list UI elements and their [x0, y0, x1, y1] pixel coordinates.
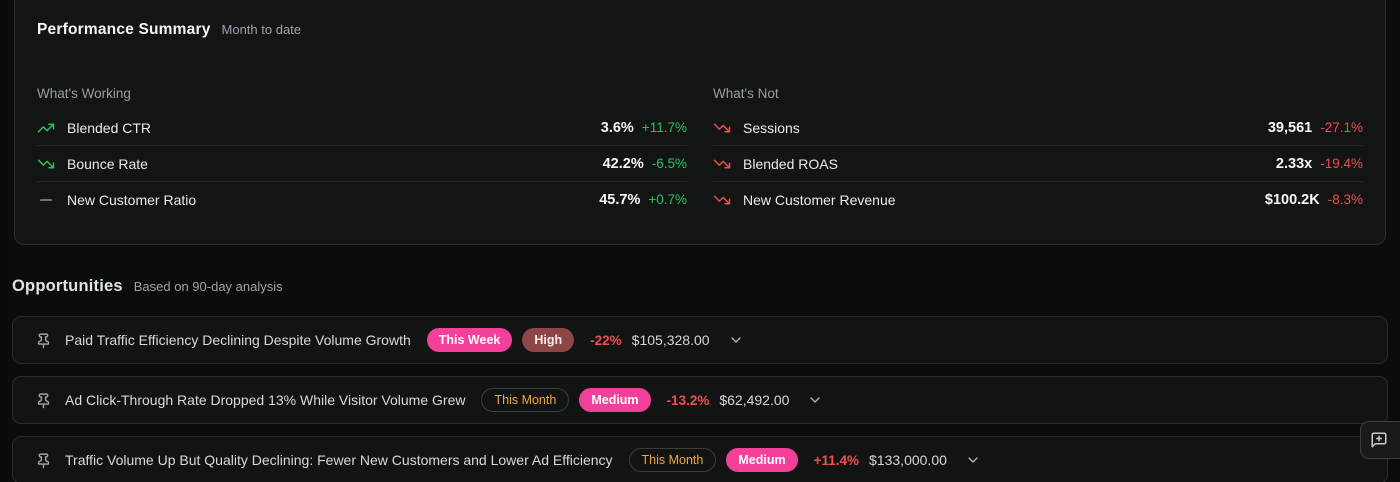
metric-delta: -19.4%: [1320, 155, 1363, 171]
priority-badge: High: [522, 328, 575, 352]
metric-delta: +0.7%: [648, 192, 687, 207]
metric-label: New Customer Revenue: [743, 192, 896, 208]
timeframe-badge: This Month: [628, 448, 717, 472]
column-heading: What's Working: [37, 86, 131, 101]
message-square-plus-icon: [1371, 432, 1387, 448]
trending-up-icon: [37, 123, 55, 132]
opportunity-delta: -13.2%: [666, 392, 710, 408]
metric-row: Blended CTR 3.6% +11.7%: [37, 110, 687, 146]
metric-value: $100.2K: [1264, 192, 1320, 208]
trending-down-icon: [713, 159, 731, 168]
metric-value: 42.2%: [602, 155, 644, 172]
metric-delta: -6.5%: [651, 155, 687, 171]
metric-value: 3.6%: [600, 119, 634, 136]
metric-label: Blended ROAS: [743, 155, 838, 172]
opportunity-delta: -22%: [590, 332, 622, 348]
chevron-down-icon[interactable]: [728, 332, 744, 348]
opportunities-list: Paid Traffic Efficiency Declining Despit…: [12, 316, 1388, 482]
timeframe-badge: This Month: [481, 388, 570, 412]
metric-value: 45.7%: [599, 192, 641, 208]
performance-summary-panel: Performance Summary Month to date What's…: [14, 0, 1386, 245]
metric-row: New Customer Revenue $100.2K -8.3%: [713, 182, 1363, 218]
opportunity-delta: +11.4%: [813, 452, 860, 468]
metrics-columns: What's Working Blended CTR 3.6% +11.7% Bounc…: [37, 86, 1363, 218]
trending-down-icon: [713, 123, 731, 132]
trending-down-icon: [713, 195, 731, 205]
pin-icon: [37, 392, 50, 408]
metric-row: Blended ROAS 2.33x -19.4%: [713, 146, 1363, 182]
column-heading: What's Not: [713, 86, 779, 101]
priority-badge: Medium: [726, 448, 798, 472]
opportunity-amount: $105,328.00: [631, 332, 710, 348]
chevron-down-icon[interactable]: [807, 392, 823, 408]
whats-not-column: What's Not Sessions 39,561 -27.1% Blended RO…: [713, 86, 1363, 218]
feedback-button[interactable]: [1360, 421, 1400, 459]
pin-icon: [37, 332, 50, 348]
chevron-down-icon[interactable]: [965, 452, 981, 468]
metric-delta: -8.3%: [1327, 192, 1363, 207]
opportunity-amount: $133,000.00: [869, 452, 947, 468]
opportunity-title: Ad Click-Through Rate Dropped 13% While …: [65, 392, 466, 408]
metric-label: Sessions: [743, 119, 800, 136]
page-left-edge: [0, 0, 8, 482]
whats-working-column: What's Working Blended CTR 3.6% +11.7% Bounc…: [37, 86, 687, 218]
metric-value: 39,561: [1267, 119, 1313, 136]
panel-subtitle: Month to date: [221, 22, 302, 37]
priority-badge: Medium: [579, 388, 651, 412]
minus-icon: [40, 199, 52, 201]
performance-summary-header: Performance Summary Month to date: [37, 0, 1363, 39]
metric-row: New Customer Ratio 45.7% +0.7%: [37, 182, 687, 218]
metric-label: New Customer Ratio: [67, 192, 197, 208]
opportunity-title: Paid Traffic Efficiency Declining Despit…: [65, 332, 411, 348]
opportunity-card[interactable]: Ad Click-Through Rate Dropped 13% While …: [12, 376, 1388, 424]
opportunity-title: Traffic Volume Up But Quality Declining:…: [65, 452, 613, 468]
panel-title: Performance Summary: [37, 21, 211, 38]
opportunities-subtitle: Based on 90-day analysis: [133, 279, 283, 294]
metric-value: 2.33x: [1275, 155, 1313, 172]
metric-delta: +11.7%: [641, 119, 687, 135]
opportunity-card[interactable]: Traffic Volume Up But Quality Declining:…: [12, 436, 1388, 482]
opportunities-title: Opportunities: [12, 277, 123, 295]
pin-icon: [37, 452, 50, 468]
opportunities-header: Opportunities Based on 90-day analysis: [12, 277, 283, 296]
metric-row: Sessions 39,561 -27.1%: [713, 110, 1363, 146]
metric-delta: -27.1%: [1320, 119, 1363, 135]
opportunity-card[interactable]: Paid Traffic Efficiency Declining Despit…: [12, 316, 1388, 364]
metric-label: Bounce Rate: [67, 155, 148, 172]
opportunity-amount: $62,492.00: [719, 392, 790, 408]
metric-row: Bounce Rate 42.2% -6.5%: [37, 146, 687, 182]
metric-label: Blended CTR: [67, 119, 152, 136]
trending-down-icon: [37, 159, 55, 168]
timeframe-badge: This Week: [426, 328, 513, 352]
